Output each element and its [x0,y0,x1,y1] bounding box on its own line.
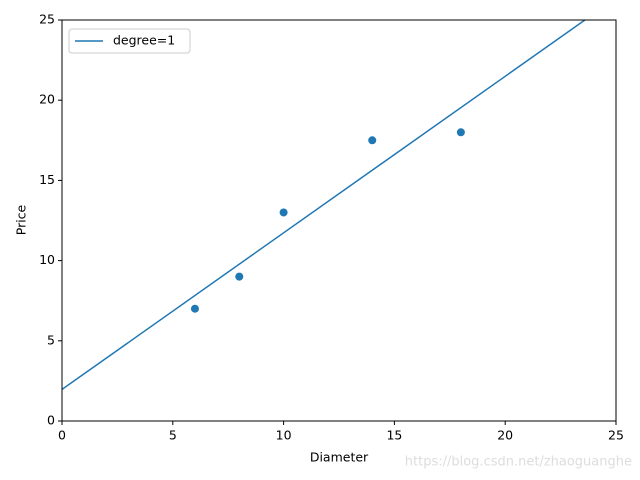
y-axis-label: Price [14,204,29,235]
y-tick-label: 5 [47,332,55,347]
y-tick-label: 20 [39,92,55,107]
x-tick-label: 15 [386,428,402,443]
point [279,208,288,217]
y-tick-label: 10 [39,252,55,267]
x-tick-label: 20 [497,428,513,443]
line [62,20,587,391]
y-tick-label: 0 [47,413,55,428]
point [456,128,465,137]
legend-label: degree=1 [113,33,175,48]
point [190,304,199,313]
x-tick-label: 25 [608,428,624,443]
plot-area [62,20,587,391]
x-tick-label: 5 [169,428,177,443]
x-tick-label: 10 [276,428,292,443]
x-axis-label: Diameter [310,450,369,465]
y-tick-label: 15 [39,172,55,187]
point [235,272,244,281]
x-tick-label: 0 [58,428,66,443]
legend-box [68,28,191,54]
watermark: https://blog.csdn.net/zhaoguanghe [405,455,632,470]
y-tick-label: 25 [39,12,55,27]
axes-frame [61,19,617,422]
point [368,136,377,145]
